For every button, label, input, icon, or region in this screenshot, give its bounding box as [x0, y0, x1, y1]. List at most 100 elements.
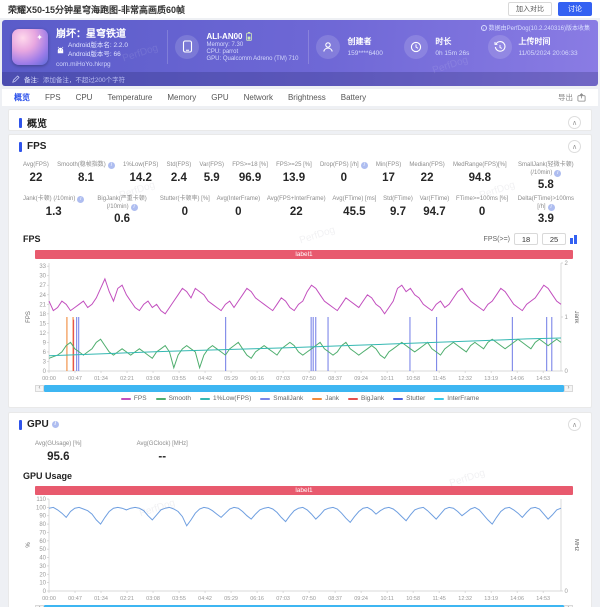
fps-threshold-input-2[interactable]: 25 [542, 233, 566, 245]
overview-section-title: 概览 [27, 119, 47, 130]
overview-card: 概览 ∧ [8, 109, 592, 131]
scroll-right-icon[interactable]: › [564, 604, 573, 607]
scroll-left-icon[interactable]: ‹ [35, 385, 44, 392]
scroll-left-icon[interactable]: ‹ [35, 604, 44, 607]
tab-temperature[interactable]: Temperature [107, 93, 153, 102]
phone-icon [175, 34, 200, 59]
stat-item: Std(FPS) 2.4 [166, 162, 192, 184]
info-icon[interactable]: i [107, 162, 115, 169]
svg-text:3: 3 [43, 359, 47, 365]
info-icon[interactable]: i [547, 203, 555, 211]
add-compare-button[interactable]: 加入对比 [508, 2, 552, 16]
edit-icon [12, 75, 20, 83]
svg-text:10:11: 10:11 [380, 376, 393, 382]
collapse-gpu-button[interactable]: ∧ [568, 418, 581, 431]
gpu-card: PerfDog PerfDog GPU i ∧ Avg(GUsage) [%] 9… [8, 412, 592, 607]
duration-value: 0h 15m 26s [435, 50, 470, 57]
upload-time-icon [487, 34, 512, 59]
chart-settings-icon[interactable] [570, 234, 577, 244]
info-icon[interactable]: i [130, 203, 138, 211]
svg-text:00:47: 00:47 [68, 376, 82, 382]
fps-card-title: FPS [27, 141, 47, 152]
stat-item: Stutter(卡顿率) [%] 0 [159, 196, 210, 218]
tab-gpu[interactable]: GPU [211, 93, 229, 102]
svg-text:07:50: 07:50 [302, 376, 316, 382]
svg-text:06:16: 06:16 [250, 376, 264, 382]
tab-cpu[interactable]: CPU [75, 93, 93, 102]
legend-item-jank[interactable]: Jank [312, 395, 339, 402]
stat-item: Median(FPS) 22 [409, 162, 445, 184]
tab-brightness[interactable]: Brightness [287, 93, 326, 102]
svg-text:13:19: 13:19 [484, 596, 498, 602]
svg-text:07:50: 07:50 [302, 596, 316, 602]
svg-text:0: 0 [43, 369, 47, 375]
legend-item-fps[interactable]: FPS [120, 395, 147, 402]
svg-text:14:06: 14:06 [510, 376, 524, 382]
svg-text:10:58: 10:58 [406, 596, 420, 602]
svg-text:08:37: 08:37 [328, 596, 342, 602]
legend-item-1%low(fps)[interactable]: 1%Low(FPS) [199, 395, 251, 402]
gpu-usage-section-title: GPU Usage [23, 470, 73, 481]
svg-text:27: 27 [39, 283, 46, 289]
svg-text:04:42: 04:42 [198, 376, 212, 382]
discuss-button[interactable]: 讨论 [558, 2, 592, 16]
svg-text:00:47: 00:47 [68, 596, 82, 602]
game-icon: ✦ [12, 28, 48, 65]
info-icon[interactable]: i [360, 162, 368, 169]
stat-item: Jank(卡顿) (/10min) i 1.3 [23, 196, 85, 225]
svg-text:00:00: 00:00 [42, 376, 56, 382]
gpu-chart-scrollbar[interactable]: ‹ › [35, 604, 573, 607]
svg-text:80: 80 [39, 522, 46, 528]
svg-text:2: 2 [565, 261, 569, 267]
tab-memory[interactable]: Memory [167, 93, 197, 102]
svg-text:12:32: 12:32 [458, 376, 472, 382]
remark-row[interactable]: 备注: 添加备注，不超过200个字符 [2, 72, 598, 86]
gpu-info-icon[interactable]: i [51, 421, 59, 428]
legend-item-stutter[interactable]: Stutter [393, 395, 425, 402]
stat-item: FPS>=18 [%] 96.9 [232, 162, 268, 184]
tab-fps[interactable]: FPS [45, 93, 61, 102]
creator-label: 创建者 [347, 37, 372, 46]
fps-chart-label-band: label1 [35, 250, 573, 259]
upload-time-value: 11/05/2024 20:06:33 [518, 50, 578, 57]
stat-item: Avg(GClock) [MHz] -- [136, 441, 188, 463]
gpu-chart-label-band: label1 [35, 485, 573, 495]
remark-placeholder: 添加备注，不超过200个字符 [42, 77, 126, 84]
tab-概览[interactable]: 概览 [14, 93, 30, 102]
android-icon [57, 46, 64, 54]
collapse-overview-button[interactable]: ∧ [568, 116, 581, 129]
legend-item-bigjank[interactable]: BigJank [348, 395, 384, 402]
svg-text:100: 100 [36, 505, 47, 511]
svg-text:05:29: 05:29 [224, 596, 238, 602]
legend-item-smalljank[interactable]: SmallJank [260, 395, 303, 402]
stat-item: Smooth(稳帧指数) i 8.1 [57, 162, 115, 191]
info-icon[interactable]: i [554, 169, 562, 177]
fps-threshold-input-1[interactable]: 18 [514, 233, 538, 245]
svg-text:07:03: 07:03 [276, 376, 290, 382]
svg-text:6: 6 [43, 350, 47, 356]
export-button[interactable]: 导出 [558, 92, 586, 103]
svg-text:20: 20 [39, 572, 46, 578]
info-icon[interactable]: i [77, 196, 85, 203]
legend-item-interframe[interactable]: InterFrame [434, 395, 479, 402]
export-icon [577, 93, 586, 102]
svg-text:14:06: 14:06 [510, 596, 524, 602]
duration-icon [404, 34, 429, 59]
legend-item-smooth[interactable]: Smooth [155, 395, 191, 402]
svg-text:10:58: 10:58 [406, 376, 420, 382]
stat-item: Avg(InterFrame) 0 [216, 196, 261, 218]
svg-text:110: 110 [36, 497, 46, 503]
svg-text:04:42: 04:42 [198, 596, 212, 602]
android-version-name: Android版本名: 2.2.0 [68, 41, 128, 49]
svg-text:03:08: 03:08 [146, 376, 160, 382]
fps-chart-scrollbar[interactable]: ‹ › [35, 385, 573, 392]
scroll-right-icon[interactable]: › [564, 385, 573, 392]
tab-battery[interactable]: Battery [340, 93, 367, 102]
tab-network[interactable]: Network [243, 93, 273, 102]
svg-text:Jank: Jank [573, 311, 579, 325]
svg-text:13:19: 13:19 [484, 376, 498, 382]
collapse-fps-button[interactable]: ∧ [568, 140, 581, 153]
fps-stats-row-2: Jank(卡顿) (/10min) i 1.3 BigJank(严重卡顿) (/10m… [9, 191, 591, 225]
